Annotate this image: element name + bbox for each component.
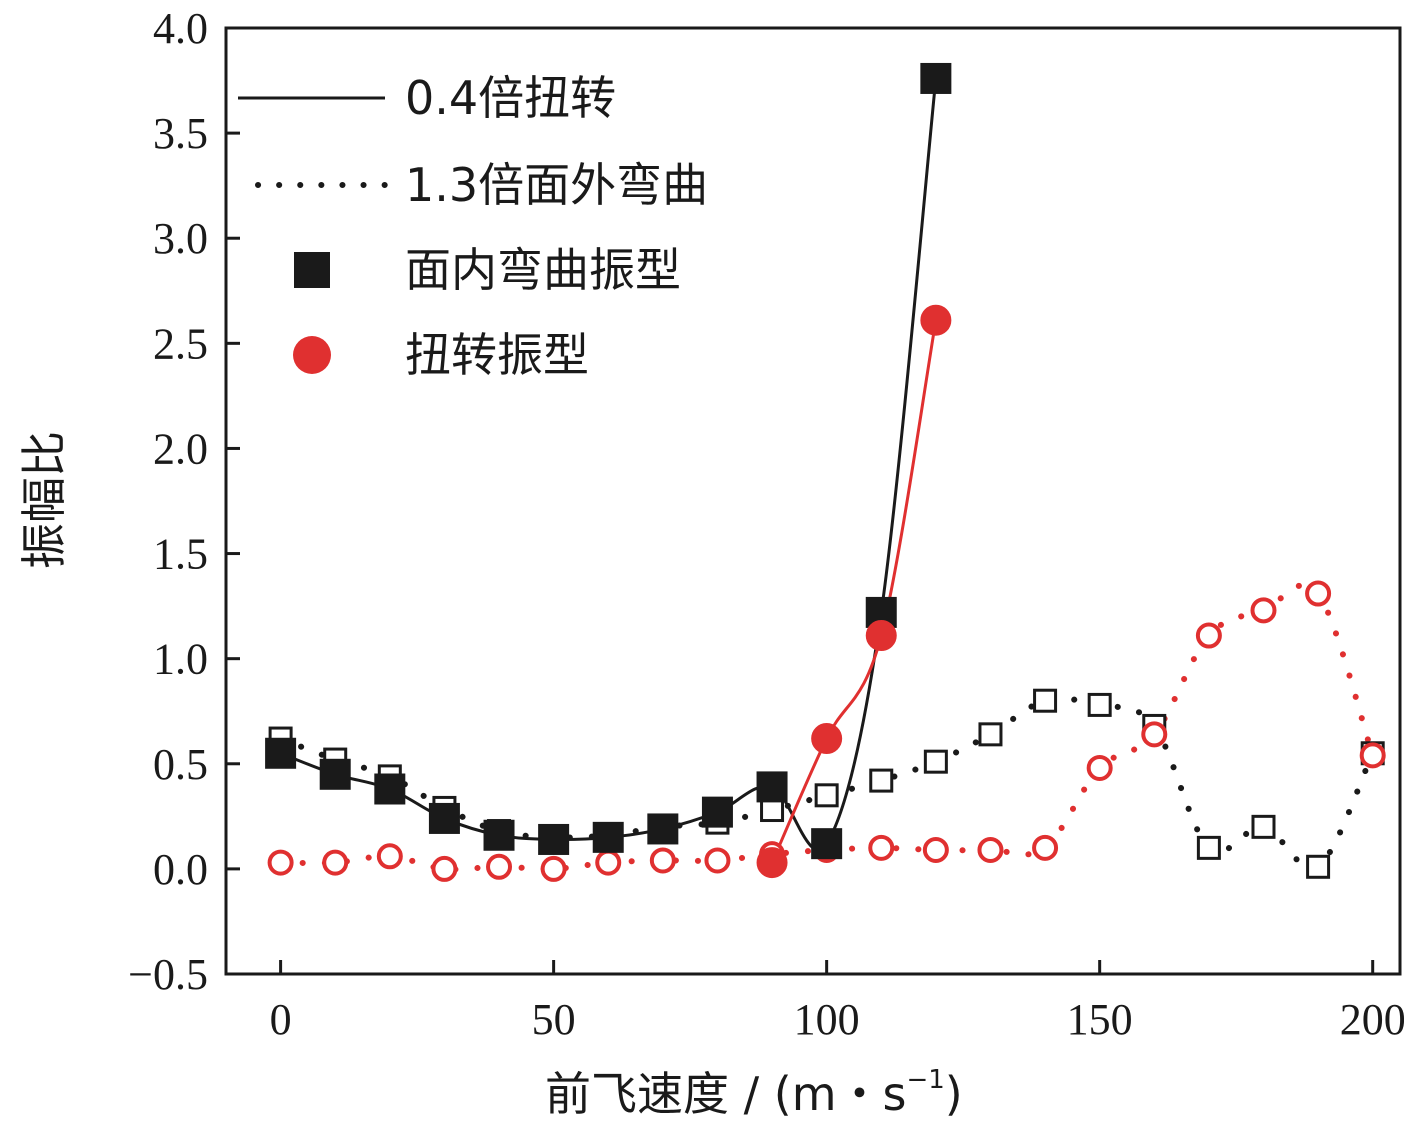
data-point (267, 849, 294, 876)
data-point (977, 836, 1004, 863)
legend-label: 0.4倍扭转 (405, 71, 616, 125)
x-tick-label: 200 (1340, 995, 1404, 1044)
data-point (756, 847, 788, 879)
data-point (428, 802, 460, 834)
data-point (811, 723, 843, 755)
data-point (1250, 597, 1277, 624)
data-point (920, 304, 952, 336)
y-axis-title: 振幅比 (17, 431, 71, 569)
data-point (865, 620, 897, 652)
data-point (756, 771, 788, 803)
data-point (1141, 721, 1168, 748)
series-layer (265, 62, 1386, 882)
data-point (1032, 834, 1059, 861)
data-point (704, 847, 731, 874)
data-point (1195, 622, 1222, 649)
data-point (595, 849, 622, 876)
legend-swatch (293, 336, 331, 374)
x-tick-label: 100 (794, 995, 860, 1044)
data-point (978, 722, 1003, 747)
legend-label: 1.3倍面外弯曲 (405, 158, 708, 212)
data-point (920, 62, 952, 94)
data-point (376, 843, 403, 870)
data-point (868, 834, 895, 861)
series-line (277, 582, 1376, 873)
data-point (814, 783, 839, 808)
plot-frame (224, 26, 1402, 976)
data-point (431, 855, 458, 882)
y-tick-label: 0.5 (153, 740, 208, 789)
data-point (1359, 742, 1386, 769)
data-point (486, 853, 513, 880)
data-point (1251, 814, 1276, 839)
data-point (1305, 580, 1332, 607)
data-point (923, 749, 948, 774)
y-tick-label: 3.5 (153, 109, 208, 158)
data-point (322, 849, 349, 876)
data-point (1196, 835, 1221, 860)
y-tick-label: 1.0 (153, 635, 208, 684)
x-tick-label: 50 (532, 995, 576, 1044)
y-tick-label: 2.0 (153, 424, 208, 473)
data-point (319, 758, 351, 790)
y-tick-label: −0.5 (128, 950, 208, 999)
y-tick-label: 3.0 (153, 214, 208, 263)
data-point (649, 847, 676, 874)
data-point (647, 813, 679, 845)
data-point (265, 737, 297, 769)
data-point (1306, 854, 1331, 879)
legend-label: 面内弯曲振型 (405, 243, 681, 297)
legend-swatch (294, 252, 330, 288)
data-point (483, 819, 515, 851)
data-point (869, 768, 894, 793)
legend-label: 扭转振型 (405, 328, 589, 382)
data-point (374, 773, 406, 805)
x-axis-title-sup: −1 (906, 1065, 944, 1095)
x-axis-title: 前飞速度 / (m・s−1) (545, 1065, 963, 1121)
x-axis-title-main: 前飞速度 / (m・s (545, 1067, 906, 1121)
series-line (770, 319, 938, 864)
data-point (811, 828, 843, 860)
axis-layer: −0.5 0.0 0.5 1.0 1.5 2.0 2.5 3.0 3.5 4.0 0 50 100 150… (128, 4, 1404, 1044)
y-tick-label: 1.5 (153, 530, 208, 579)
data-point (1033, 688, 1058, 713)
y-tick-label: 2.5 (153, 319, 208, 368)
x-tick-label: 0 (270, 995, 292, 1044)
y-tick-label: 4.0 (153, 4, 208, 53)
data-point (592, 821, 624, 853)
data-point (922, 836, 949, 863)
y-tick-label: 0.0 (153, 845, 208, 894)
data-point (1087, 692, 1112, 717)
data-point (538, 823, 570, 855)
data-point (540, 855, 567, 882)
x-tick-label: 150 (1067, 995, 1133, 1044)
data-point (701, 796, 733, 828)
x-axis-title-close: ) (945, 1067, 963, 1121)
data-point (1086, 754, 1113, 781)
data-point (760, 798, 785, 823)
